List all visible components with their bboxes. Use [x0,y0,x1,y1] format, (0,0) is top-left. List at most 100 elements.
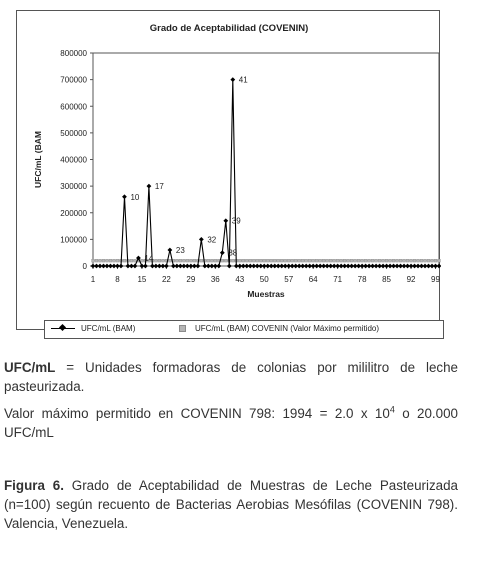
reference-point-marker [405,259,410,263]
reference-point-marker [315,259,319,263]
x-axis-label: Muestras [247,289,285,299]
caption-limit-exponent: 4 [389,404,395,415]
reference-point-marker [283,259,287,263]
reference-point-marker [178,259,182,263]
reference-point-marker [91,259,95,263]
reference-point-marker [255,259,259,263]
reference-point-marker [185,259,189,263]
data-point-marker [265,263,271,269]
reference-point-marker [280,259,284,263]
x-tick-label: 43 [235,275,244,284]
x-tick-label: 99 [431,275,440,284]
data-point-marker [359,263,365,269]
data-point-marker [394,263,400,269]
reference-point-marker [384,259,389,263]
data-point-label: 32 [207,235,216,244]
y-tick-label: 100000 [60,235,87,244]
reference-point-marker [287,259,291,263]
data-point-marker [195,263,201,269]
x-tick-label: 15 [137,275,146,284]
data-point-marker [338,263,344,269]
reference-point-marker [433,259,438,263]
data-point-marker [387,263,393,269]
reference-point-marker [377,259,382,263]
x-tick-label: 71 [333,275,342,284]
x-tick-label: 8 [115,275,120,284]
reference-point-marker [108,259,113,263]
reference-point-marker [105,259,109,263]
y-tick-label: 0 [83,262,88,271]
data-point-marker [163,263,169,269]
data-point-marker [373,263,379,269]
x-tick-label: 78 [358,275,367,284]
y-axis-label: UFC/mL (BAM [33,131,43,188]
reference-point-marker [426,259,431,263]
y-tick-label: 400000 [60,156,87,165]
caption-definition: UFC/mL = Unidades formadoras de colonias… [4,358,458,396]
reference-point-marker [381,259,385,263]
caption-limit-value: o 20.000 UFC/mL [4,406,458,440]
data-point-marker [219,250,225,256]
x-tick-label: 92 [407,275,416,284]
reference-point-marker [269,259,273,263]
data-point-marker [366,263,372,269]
data-point-marker [230,77,236,83]
y-tick-label: 200000 [60,209,87,218]
reference-point-marker [112,259,116,263]
x-tick-label: 64 [309,275,318,284]
reference-point-marker [318,259,322,263]
data-point-marker [401,263,407,269]
data-point-marker [345,263,351,269]
reference-point-marker [175,259,179,263]
legend-square-marker-icon [179,325,186,333]
data-point-marker [279,263,285,269]
data-point-marker [429,263,435,269]
reference-point-marker [98,259,102,263]
reference-point-marker [353,259,357,263]
reference-point-marker [220,259,224,263]
data-point-label: 39 [232,217,241,226]
data-point-marker [258,263,264,269]
reference-point-marker [238,259,242,263]
data-point-marker [216,263,222,269]
reference-point-marker [192,259,196,263]
reference-point-marker [332,259,336,263]
reference-point-marker [311,259,315,263]
legend-item-series-1: UFC/mL (BAM) [51,323,135,335]
data-point-marker [282,263,288,269]
y-tick-label: 600000 [60,102,87,111]
x-tick-label: 29 [186,275,195,284]
data-point-marker [143,263,148,269]
plot-area [92,52,440,267]
data-point-marker [380,263,386,269]
reference-point-marker [412,259,417,263]
reference-point-marker [245,259,249,263]
x-tick-label: 50 [260,275,269,284]
data-point-marker [289,263,295,269]
data-point-marker [296,263,302,269]
reference-point-marker [262,259,266,263]
caption-limit-text: Valor máximo permitido en COVENIN 798: 1… [4,406,390,421]
data-point-marker [198,236,204,242]
data-point-marker [286,263,292,269]
legend-label-series-2: UFC/mL (BAM) COVENIN (Valor Máximo permi… [195,324,380,333]
reference-point-marker [248,259,252,263]
reference-point-marker [346,259,350,263]
x-tick-label: 57 [284,275,293,284]
y-tick-label: 300000 [60,182,87,191]
reference-point-marker [203,259,207,263]
data-point-marker [317,263,323,269]
reference-point-marker [213,259,217,263]
y-tick-label: 700000 [60,76,87,85]
reference-point-marker [168,259,172,263]
reference-point-marker [199,259,203,263]
reference-point-marker [94,259,99,263]
data-point-marker [118,263,124,269]
data-point-marker [132,263,138,269]
reference-point-marker [402,259,406,263]
figure-caption-label: Figura 6. [4,478,64,493]
caption-definition-text: = Unidades formadoras de colonias por mi… [4,360,458,394]
x-tick-label: 36 [211,275,220,284]
data-point-marker [146,183,152,189]
reference-point-marker [252,259,256,263]
